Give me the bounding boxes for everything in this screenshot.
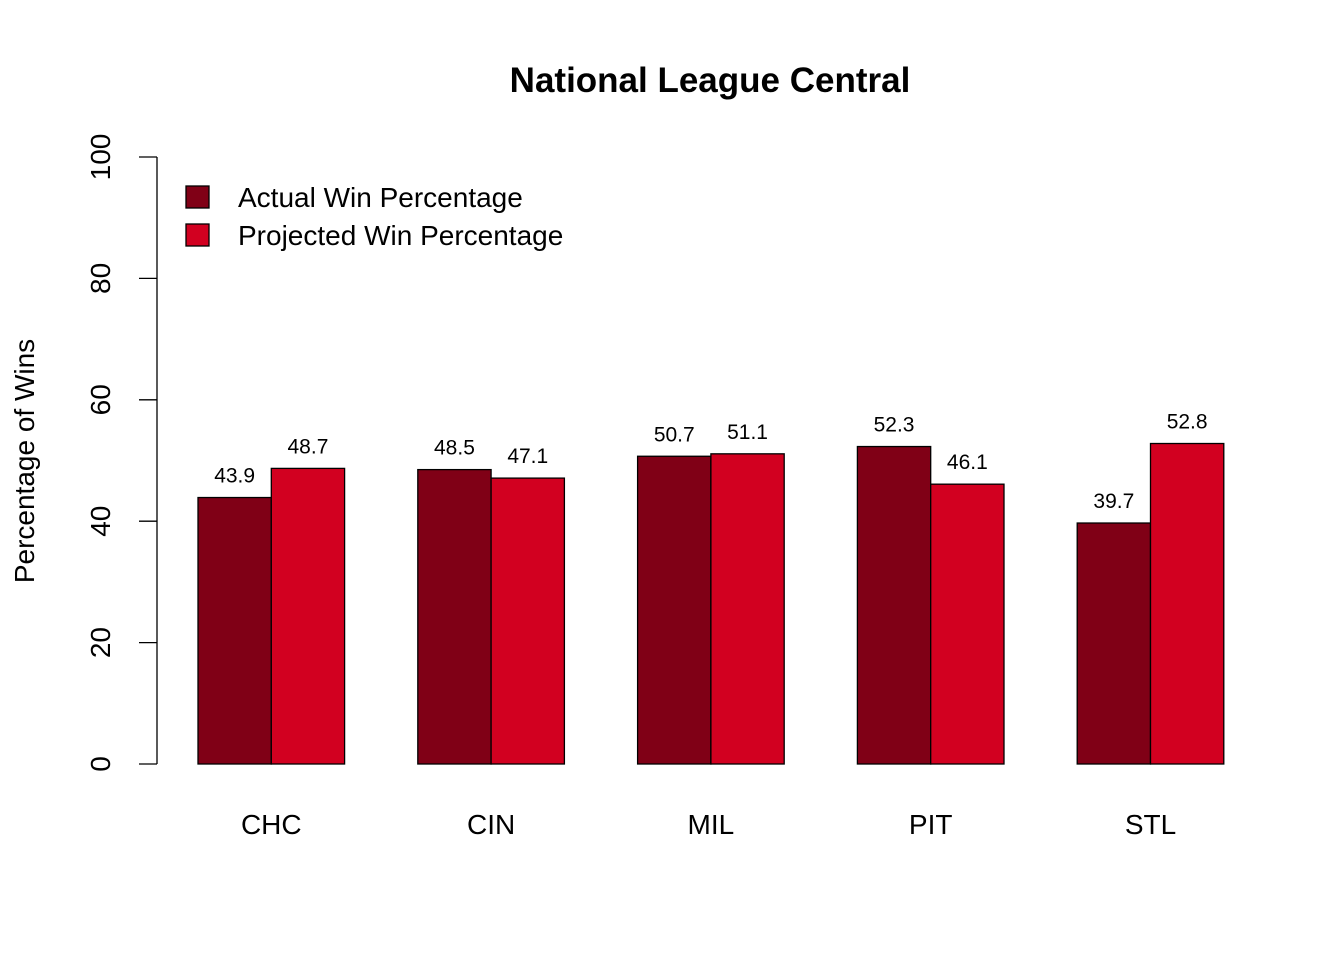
y-tick-label: 20 [85, 627, 116, 658]
category-labels: CHC CIN MIL PIT STL [241, 809, 1176, 840]
legend-label: Actual Win Percentage [238, 182, 523, 213]
y-axis: 0 20 40 60 80 100 [85, 134, 158, 772]
data-label: 52.8 [1167, 411, 1208, 434]
y-tick-label: 40 [85, 506, 116, 537]
data-labels: 43.9 48.7 48.5 47.1 50.7 51.1 52.3 46.1 39.7 52.8 [214, 411, 1207, 514]
legend-swatch [185, 185, 210, 209]
data-label: 48.7 [288, 435, 329, 458]
x-tick-label: MIL [688, 809, 735, 840]
data-label: 39.7 [1093, 490, 1134, 513]
legend: Actual Win Percentage Projected Win Perce… [185, 182, 563, 251]
bars [197, 442, 1225, 765]
x-tick-label: CIN [467, 809, 515, 840]
bar [270, 467, 346, 765]
data-label: 50.7 [654, 423, 695, 446]
data-label: 48.5 [434, 437, 475, 460]
data-label: 52.3 [874, 414, 915, 437]
y-axis-label: Percentage of Wins [9, 339, 40, 583]
bar [856, 445, 932, 765]
bar [636, 455, 712, 765]
y-tick-label: 60 [85, 384, 116, 415]
legend-label: Projected Win Percentage [238, 220, 563, 251]
x-tick-label: PIT [909, 809, 953, 840]
bar [1149, 442, 1225, 765]
x-tick-label: CHC [241, 809, 302, 840]
chart-title: National League Central [510, 61, 911, 100]
y-tick-label: 100 [85, 134, 116, 181]
y-tick-label: 0 [85, 756, 116, 772]
bar [1076, 522, 1152, 765]
data-label: 43.9 [214, 465, 255, 488]
bar [930, 483, 1005, 765]
bar [417, 468, 492, 765]
legend-swatch [185, 223, 210, 247]
data-label: 47.1 [507, 445, 548, 468]
data-label: 51.1 [727, 421, 768, 444]
bar [710, 453, 785, 765]
x-tick-label: STL [1125, 809, 1176, 840]
bar [197, 496, 272, 765]
data-label: 46.1 [947, 451, 988, 474]
bar [490, 477, 566, 765]
y-tick-label: 80 [85, 263, 116, 294]
